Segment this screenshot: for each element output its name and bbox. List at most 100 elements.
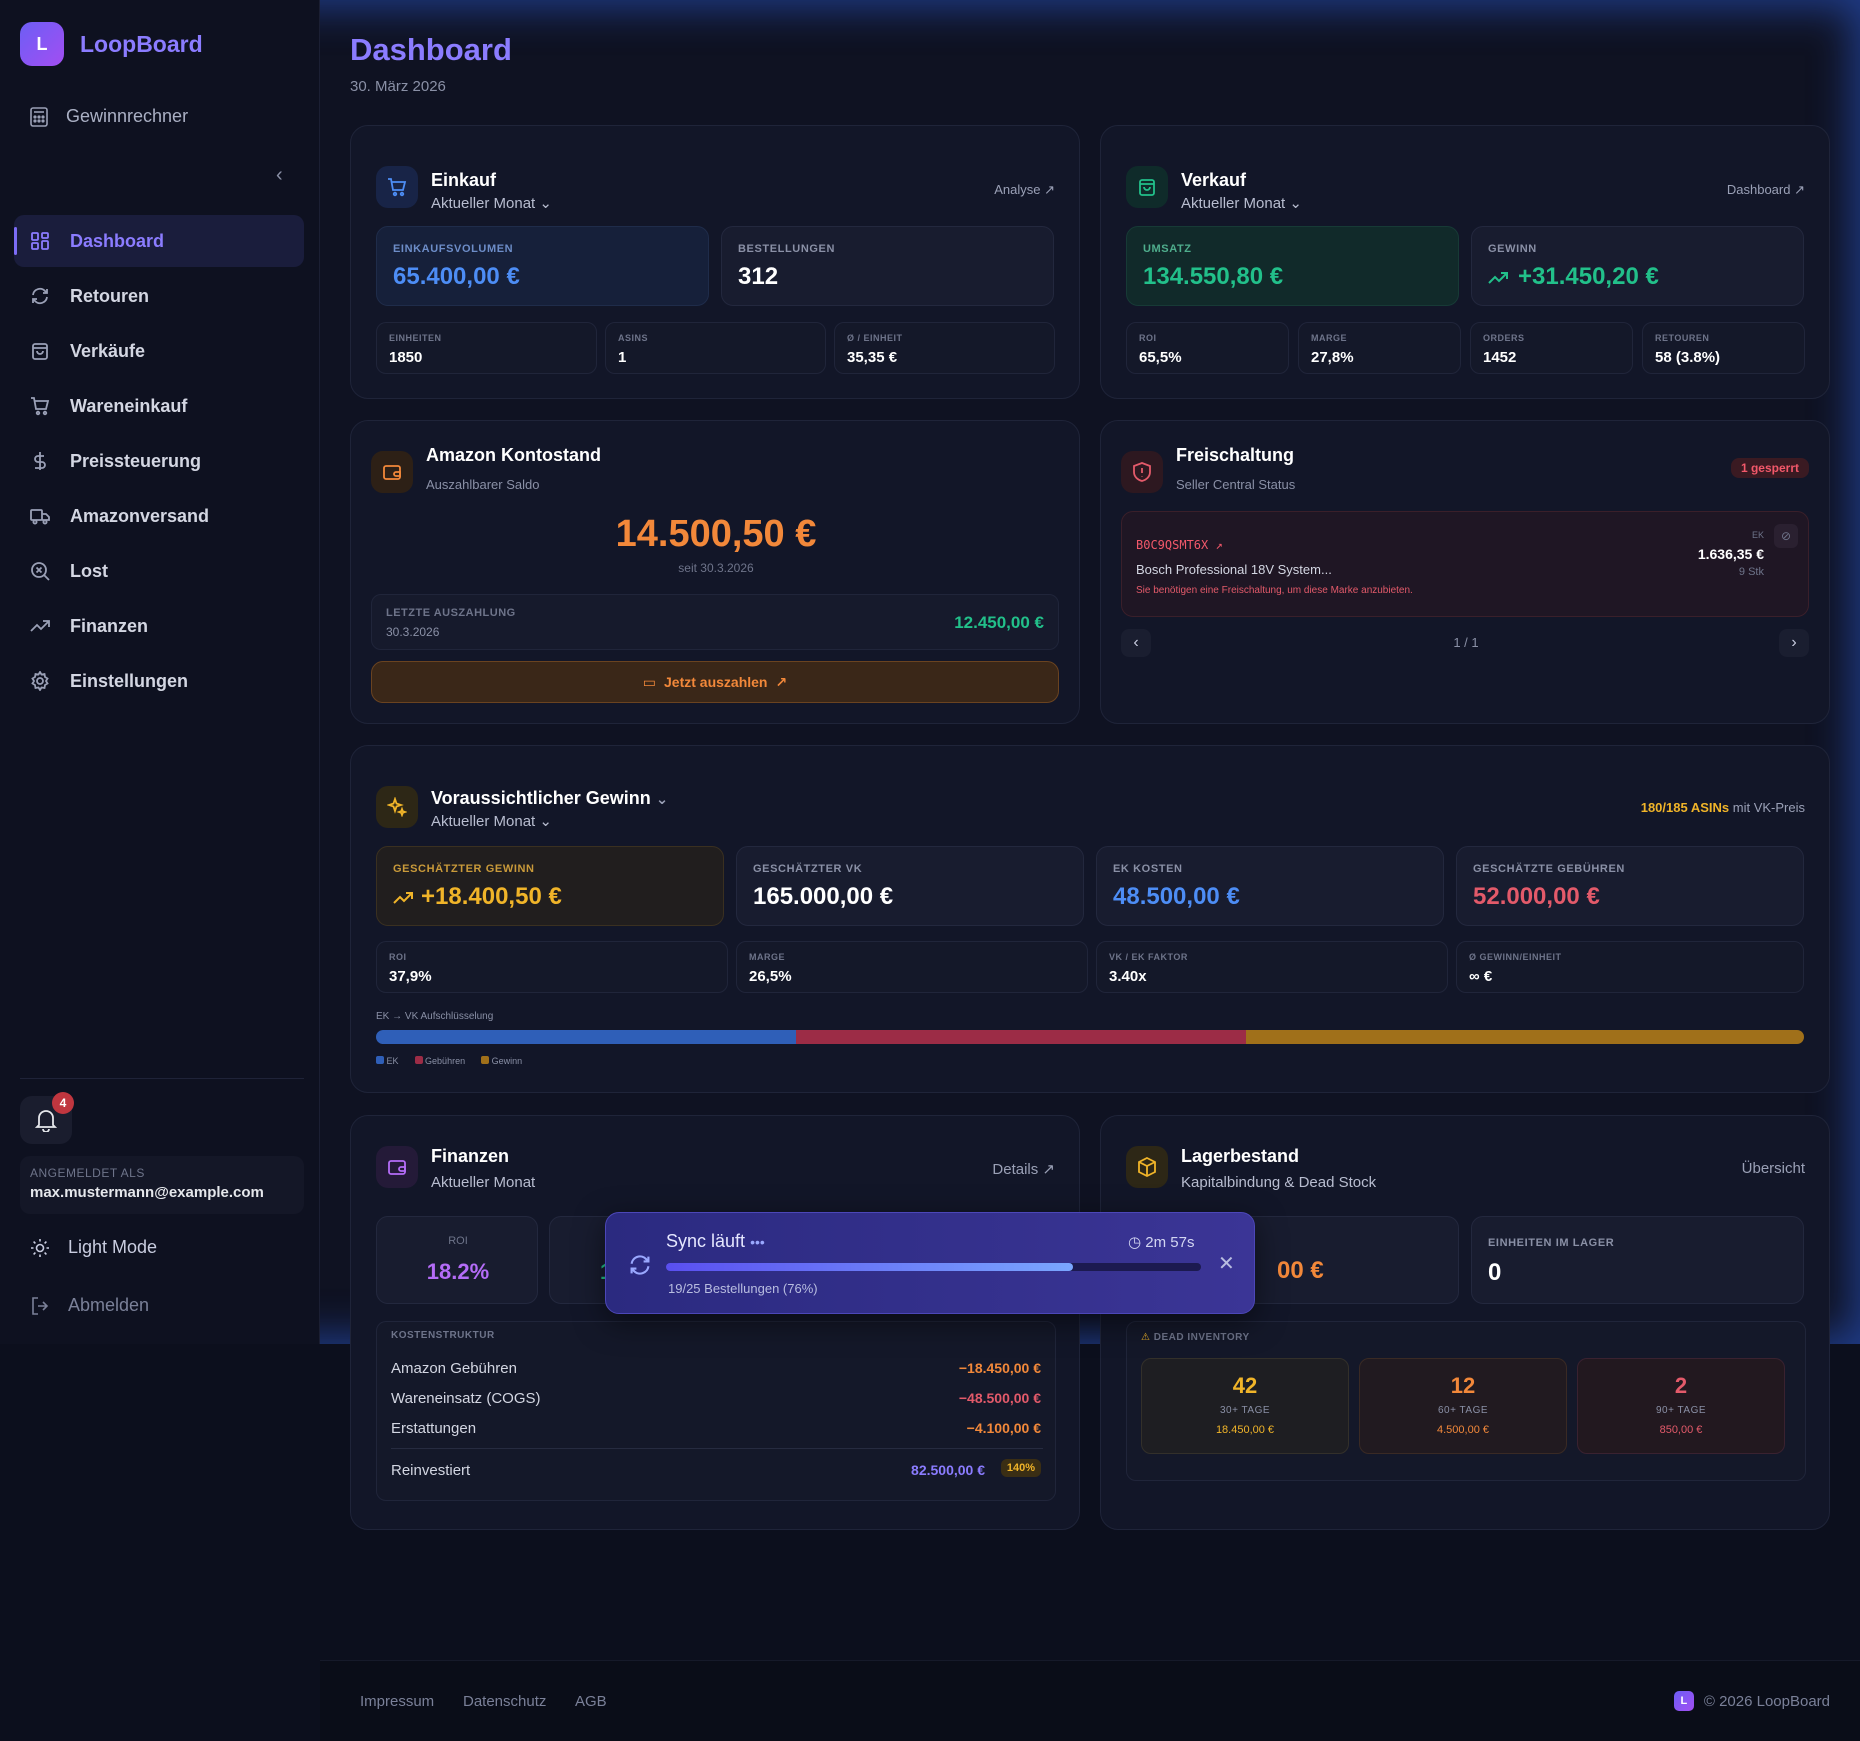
sidebar-item-gewinnrechner[interactable]: Gewinnrechner [30,106,188,127]
einheit-mini: Ø / EINHEIT 35,35 € [834,322,1055,374]
balance-since: seit 30.3.2026 [678,561,754,575]
bag-icon [1139,179,1155,196]
user-email: max.mustermann@example.com [30,1184,264,1201]
uebersicht-link[interactable]: Übersicht [1741,1160,1805,1177]
bestellungen-stat: BESTELLUNGEN 312 [721,226,1054,306]
light-mode-label: Light Mode [68,1237,158,1257]
einheiten-mini: EINHEITEN 1850 [376,322,597,374]
logo-icon: L [20,22,64,66]
mini-value: 65,5% [1139,349,1182,366]
logout-button[interactable]: Abmelden [30,1295,149,1316]
sidebar-item-retouren[interactable]: Retouren [14,270,304,322]
external-link-icon: ↗ [1215,538,1223,552]
period-dropdown[interactable]: Aktueller Monat ⌄ [431,194,552,212]
dead-days: 30+ TAGE [1219,1405,1271,1416]
sync-time: 2m 57s [1145,1234,1195,1251]
agb-link[interactable]: AGB [575,1693,607,1710]
dead-count: 42 [1232,1373,1258,1398]
jetzt-auszahlen-button[interactable]: ▭ Jetzt auszahlen ↗ [371,661,1059,703]
bell-icon [35,1110,57,1132]
sidebar-item-verkaeufe[interactable]: Verkäufe [14,325,304,377]
verkauf-icon-box [1126,166,1168,208]
stat-label: GEWINN [1488,243,1537,255]
dead-inventory: ⚠ DEAD INVENTORY 42 30+ TAGE 18.450,00 €… [1126,1321,1806,1481]
einkauf-card: Einkauf Aktueller Monat ⌄ Analyse ↗ EINK… [350,125,1080,399]
details-link[interactable]: Details ↗ [992,1160,1055,1178]
auszahlung-value: 12.450,00 € [954,613,1044,632]
light-mode-toggle[interactable]: Light Mode [30,1237,157,1258]
sidebar-item-preissteuerung[interactable]: Preissteuerung [14,435,304,487]
footer-copyright-row: L © 2026 LoopBoard [1673,1691,1830,1711]
auszahlung-date: 30.3.2026 [386,625,440,639]
sidebar-item-einstellungen[interactable]: Einstellungen [14,655,304,707]
kostenstruktur: KOSTENSTRUKTUR Amazon Gebühren −18.450,0… [376,1321,1056,1501]
logout-label: Abmelden [68,1295,150,1315]
sidebar-nav: Dashboard Retouren Verkäufe Wareneinkauf… [14,215,304,710]
period-label: Aktueller Monat [431,813,536,830]
next-page-button[interactable]: › [1779,629,1809,657]
collapse-sidebar-icon[interactable]: ‹ [276,164,283,186]
sidebar-item-label: Einstellungen [70,670,189,691]
sidebar-item-amazonversand[interactable]: Amazonversand [14,490,304,542]
mini-value: 1850 [389,349,423,366]
close-icon[interactable]: ✕ [1218,1253,1235,1275]
dead-label-row: ⚠ DEAD INVENTORY [1141,1332,1250,1343]
sidebar-item-label: Gewinnrechner [66,106,189,126]
sparkle-icon-box [376,786,418,828]
impressum-link[interactable]: Impressum [360,1693,435,1710]
stat-value: 165.000,00 € [753,883,894,910]
dead-value: 18.450,00 € [1215,1424,1275,1436]
geschaetzter-gewinn-stat: GESCHÄTZTER GEWINN +18.400,50 € [376,846,724,926]
sidebar-item-dashboard[interactable]: Dashboard [14,215,304,267]
notification-badge: 4 [52,1092,74,1114]
prev-page-button[interactable]: ‹ [1121,629,1151,657]
footer-logo-icon: L [1673,1691,1694,1711]
asins-count: 180/185 ASINs [1640,800,1730,815]
dashboard-link[interactable]: Dashboard ↗ [1727,182,1805,198]
datenschutz-link[interactable]: Datenschutz [463,1693,547,1710]
external-link-icon: ↗ [1042,1161,1055,1178]
breakdown-bar [376,1030,1804,1044]
legend-ek: EK [376,1056,399,1066]
sidebar-item-wareneinkauf[interactable]: Wareneinkauf [14,380,304,432]
eye-off-icon[interactable]: ⊘ [1774,524,1798,548]
kosten-label: KOSTENSTRUKTUR [391,1330,495,1341]
legend-label: Gebühren [425,1056,466,1066]
stat-value: 48.500,00 € [1113,883,1240,910]
ek-kosten-stat: EK KOSTEN 48.500,00 € [1096,846,1444,926]
sidebar-item-finanzen[interactable]: Finanzen [14,600,304,652]
asin-label: B0C9QSMT6X [1136,538,1209,552]
chevron-down-icon: ⌄ [655,791,669,808]
period-dropdown[interactable]: Aktueller Monat ⌄ [1181,194,1302,212]
dead-60-box: 12 60+ TAGE 4.500,00 € [1359,1358,1567,1454]
roi-stat: ROI 18.2% [376,1216,538,1304]
sync-icon [630,1255,650,1275]
cash-icon: ▭ [642,673,656,690]
roi-mini: ROI 37,9% [376,941,728,993]
breakdown-legend: EK Gebühren Gewinn [376,1056,522,1066]
bar-segment-gebuehren [795,1030,1246,1044]
kosten-row-label: Amazon Gebühren [391,1360,517,1377]
copyright: © 2026 LoopBoard [1703,1692,1830,1710]
asin-link[interactable]: B0C9QSMT6X ↗ [1136,538,1223,552]
sidebar: L LoopBoard Gewinnrechner ‹ Dashboard Re… [0,0,320,1344]
letzte-auszahlung: LETZTE AUSZAHLUNG 30.3.2026 12.450,00 € [371,594,1059,650]
geschaetzter-vk-stat: GESCHÄTZTER VK 165.000,00 € [736,846,1084,926]
retouren-mini: RETOUREN 58 (3.8%) [1642,322,1805,374]
logo[interactable]: L LoopBoard [20,22,203,66]
stat-value: 18.2% [426,1259,490,1284]
footer: Impressum Datenschutz AGB L © 2026 LoopB… [320,1660,1860,1741]
stat-label: EINHEITEN IM LAGER [1488,1237,1615,1249]
period-dropdown[interactable]: Aktueller Monat ⌄ [431,812,552,830]
sidebar-item-label: Retouren [70,285,150,306]
sync-toast: Sync läuft ••• ◷ 2m 57s 19/25 Bestellung… [605,1212,1255,1314]
card-subtitle: Kapitalbindung & Dead Stock [1181,1174,1377,1191]
blocked-product-item[interactable]: B0C9QSMT6X ↗ Bosch Professional 18V Syst… [1121,511,1809,617]
gewinn-title-dropdown[interactable]: Voraussichtlicher Gewinn ⌄ [431,788,668,809]
analyse-link[interactable]: Analyse ↗ [994,182,1055,198]
mini-label: EINHEITEN [389,333,442,343]
chevron-left-icon: ‹ [1133,634,1139,651]
user-info: ANGEMELDET ALS max.mustermann@example.co… [20,1156,304,1214]
mini-label: MARGE [1311,333,1347,343]
sidebar-item-lost[interactable]: Lost [14,545,304,597]
